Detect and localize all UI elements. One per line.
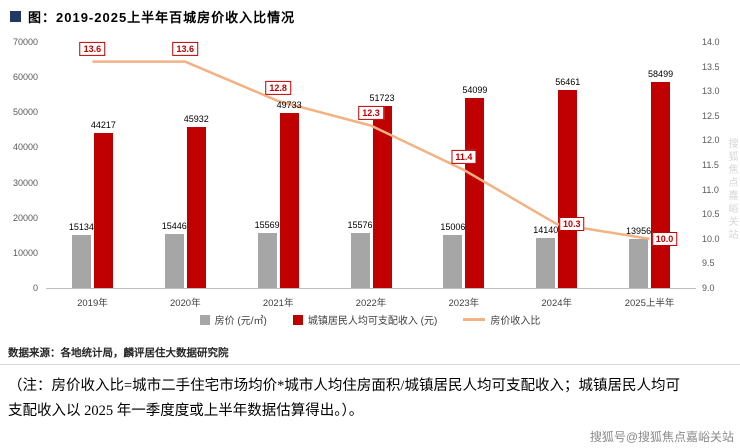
left-axis-tick: 60000: [12, 72, 38, 83]
x-axis-label: 2020年: [169, 298, 201, 309]
left-axis-tick: 10000: [12, 247, 38, 258]
house-price-bar: [443, 235, 463, 288]
right-axis-tick: 11.5: [702, 160, 719, 170]
ratio-value-label: 12.3: [358, 105, 384, 120]
ratio-value-label: 12.8: [265, 80, 291, 95]
income-bar: [465, 97, 485, 288]
right-axis-tick: 12.0: [702, 135, 720, 146]
left-axis-tick: 70000: [12, 37, 38, 47]
x-axis-label: 2019年: [77, 298, 108, 309]
x-axis-label: 2022年: [355, 298, 387, 309]
income-bar: [186, 126, 206, 288]
income-value-label: 49733: [276, 100, 302, 111]
left-axis-tick: 30000: [12, 177, 38, 188]
left-axis-tick: 40000: [12, 142, 38, 153]
legend-item-price-income-ratio: 房价收入比: [463, 312, 540, 327]
house-price-value-label: 15006: [440, 222, 466, 233]
income-bar: [558, 89, 578, 288]
house-price-bar: [164, 233, 184, 288]
watermark-bottom-right: 搜狐号@搜狐焦点嘉峪关站: [589, 430, 734, 444]
right-axis-tick: 9.5: [702, 258, 715, 269]
figure-title: 图：2019-2025上半年百城房价收入比情况: [28, 10, 296, 25]
title-bullet-square: [10, 11, 21, 22]
left-axis-tick: 20000: [12, 212, 38, 223]
x-axis-label: 2025上半年: [624, 298, 675, 309]
house-price-bar: [257, 233, 277, 288]
right-axis-tick: 14.0: [702, 37, 720, 47]
right-axis-tick: 11.0: [702, 184, 719, 195]
income-bar: [279, 113, 299, 288]
house-price-bar: [629, 238, 649, 288]
income-bar: [93, 132, 113, 288]
income-value-label: 51723: [369, 93, 395, 104]
income-value-label: 44217: [90, 119, 116, 130]
ratio-value-label: 10.3: [558, 217, 585, 232]
ratio-value-label: 13.6: [79, 41, 106, 56]
house-price-bar: [350, 233, 370, 288]
legend-label: 房价 (元/㎡): [214, 316, 267, 327]
footnote-line-2: 支配收入以 2025 年一季度度或上半年数据估算得出。）。: [8, 403, 364, 419]
ratio-line-svg: [92, 60, 650, 241]
ratio-value-label: 13.6: [172, 41, 199, 56]
watermark-side-vertical: 搜狐焦点嘉峪关站: [726, 138, 737, 242]
house-price-bar: [71, 234, 91, 288]
left-axis-tick: 0: [32, 283, 38, 293]
ratio-value-label: 11.4: [451, 149, 477, 164]
data-source-text: 数据来源：各地统计局，麟评居住大数据研究院: [8, 347, 229, 359]
legend: 房价 (元/㎡) 城镇居民人均可支配收入 (元) 房价收入比: [0, 312, 740, 327]
legend-item-income: 城镇居民人均可支配收入 (元): [292, 312, 438, 327]
x-axis-label: 2021年: [262, 298, 294, 309]
footnote: （注：房价收入比=城市二手住宅市场均价*城市人均住房面积/城镇居民人均可支配收入…: [8, 374, 680, 424]
house-price-value-label: 13956: [626, 225, 652, 236]
income-value-label: 58499: [648, 69, 674, 80]
income-value-label: 54099: [462, 84, 488, 95]
income-bar: [372, 106, 392, 288]
legend-label: 房价收入比: [490, 316, 541, 327]
right-axis-tick: 9.0: [702, 283, 715, 293]
legend-item-house-price: 房价 (元/㎡): [199, 312, 267, 327]
house-price-value-label: 15134: [68, 221, 94, 232]
house-price-value-label: 15446: [161, 220, 187, 231]
price-income-ratio-line: [92, 60, 650, 241]
divider-line: [0, 364, 740, 365]
income-value-label: 45932: [183, 113, 209, 124]
house-price-value-label: 15569: [254, 220, 280, 231]
right-axis-tick: 10.5: [702, 209, 720, 220]
house-price-value-label: 14140: [533, 225, 559, 236]
house-price-bar: [536, 238, 556, 288]
legend-line-swatch: [463, 318, 486, 321]
house-price-value-label: 15576: [347, 220, 373, 231]
left-axis-tick: 50000: [12, 107, 38, 118]
legend-color-swatch: [199, 314, 210, 325]
x-axis-label: 2024年: [541, 298, 573, 309]
figure-title-row: 图：2019-2025上半年百城房价收入比情况: [10, 7, 295, 26]
right-axis-tick: 13.0: [702, 86, 720, 97]
footnote-line-1: （注：房价收入比=城市二手住宅市场均价*城市人均住房面积/城镇居民人均可支配收入…: [8, 378, 680, 394]
right-axis-tick: 13.5: [702, 61, 720, 72]
legend-label: 城镇居民人均可支配收入 (元): [307, 316, 438, 327]
legend-color-swatch: [292, 314, 303, 325]
x-axis-label: 2023年: [448, 298, 480, 309]
right-axis-tick: 12.5: [702, 110, 720, 121]
ratio-value-label: 10.0: [651, 231, 678, 246]
right-axis-tick: 10.0: [702, 233, 720, 244]
plot-area: [46, 42, 696, 289]
income-value-label: 56461: [555, 76, 581, 87]
